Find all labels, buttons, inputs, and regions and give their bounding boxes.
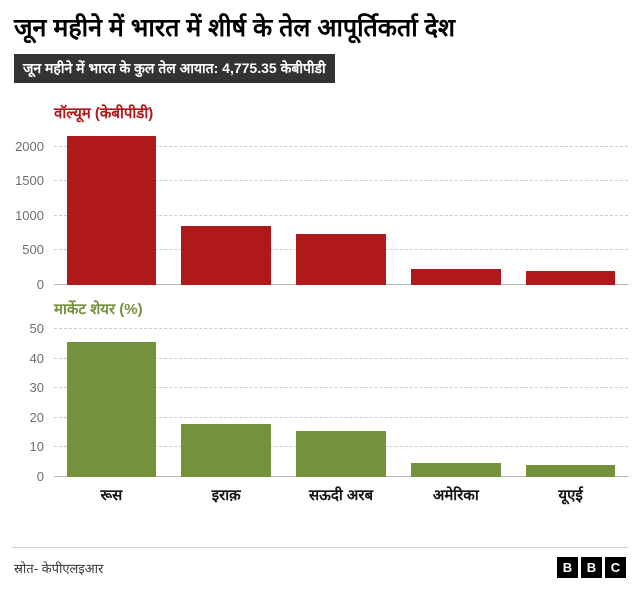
bar-slot-3	[398, 133, 513, 285]
bars-group	[54, 133, 628, 285]
volume-plot-area	[54, 133, 628, 285]
gridline	[54, 145, 628, 147]
bars-group	[54, 329, 628, 477]
y-tick-label: 40	[29, 350, 44, 366]
bar-slot-2	[284, 329, 399, 477]
volume-chart-title: वॉल्यूम (केबीपीडी)	[54, 105, 154, 122]
bar-slot-2	[284, 133, 399, 285]
share-chart: 0 10 20 30 40 50	[12, 321, 628, 484]
bbc-logo-letter: B	[557, 557, 578, 578]
y-tick-label: 500	[22, 242, 44, 258]
gridline	[54, 214, 628, 216]
y-tick-label: 0	[36, 469, 44, 484]
bbc-logo-letter: C	[605, 557, 626, 578]
bar-यूएई	[525, 464, 616, 477]
y-tick-label: 1500	[15, 173, 44, 189]
bar-slot-0	[54, 133, 169, 285]
total-imports-badge: जून महीने में भारत के कुल तेल आयात: 4,77…	[14, 54, 335, 83]
bar-slot-1	[169, 133, 284, 285]
category-label: सऊदी अरब	[308, 487, 374, 504]
bar-slot-1	[169, 329, 284, 477]
y-tick-label: 0	[36, 277, 44, 292]
x-axis-category-labels: रूस इराक़ सऊदी अरब अमेरिका यूएई	[54, 477, 628, 509]
y-tick-label: 2000	[15, 138, 44, 154]
share-y-axis: 0 10 20 30 40 50	[12, 321, 54, 484]
gridline	[54, 328, 628, 329]
category-label: रूस	[100, 487, 123, 504]
category-label: इराक़	[211, 487, 241, 504]
category-label: यूएई	[558, 487, 583, 504]
share-chart-title: मार्केट शेयर (%)	[54, 301, 143, 318]
y-tick-label: 50	[29, 321, 44, 336]
volume-chart: 0 500 1000 1500 2000	[12, 133, 628, 292]
gridline	[54, 387, 628, 389]
y-tick-label: 1000	[15, 207, 44, 223]
bbc-logo-letter: B	[581, 557, 602, 578]
share-chart-section: मार्केट शेयर (%) 0 10 20 30 40 50 रूस इराक़ सऊद…	[12, 295, 628, 509]
bar-अमेरिका	[411, 269, 501, 285]
y-tick-label: 20	[29, 409, 44, 425]
source-credit: स्रोत- केपीएलइआर	[14, 560, 104, 576]
bar-slot-0	[54, 329, 169, 477]
y-tick-label: 10	[29, 439, 44, 455]
bar-सऊदी अरब	[296, 431, 386, 477]
bar-slot-4	[513, 329, 628, 477]
page-title: जून महीने में भारत में शीर्ष के तेल आपूर…	[14, 14, 455, 42]
y-tick-label: 30	[29, 380, 44, 396]
bar-इराक़	[181, 226, 271, 285]
volume-chart-section: वॉल्यूम (केबीपीडी) 0 500 1000 1500 2000	[12, 99, 628, 292]
bar-slot-4	[513, 133, 628, 285]
bar-इराक़	[181, 424, 271, 477]
bar-यूएई	[525, 271, 616, 285]
bar-रूस	[66, 136, 157, 285]
bar-अमेरिका	[411, 462, 501, 477]
gridline	[54, 180, 628, 182]
bar-slot-3	[398, 329, 513, 477]
category-label: अमेरिका	[432, 487, 479, 504]
volume-y-axis: 0 500 1000 1500 2000	[12, 133, 54, 292]
gridline	[54, 416, 628, 418]
gridline	[54, 357, 628, 359]
bar-रूस	[66, 342, 157, 477]
share-plot-area	[54, 328, 628, 477]
bar-सऊदी अरब	[296, 233, 386, 285]
